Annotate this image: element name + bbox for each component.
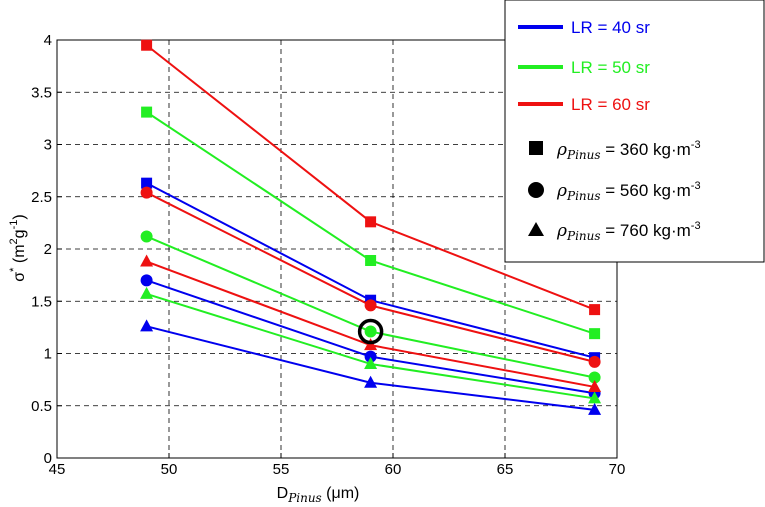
highlight-ring xyxy=(357,318,384,345)
y-tick-label: 4 xyxy=(44,32,52,49)
x-axis-title-unit: (μm) xyxy=(322,485,360,502)
legend-rho-symbol: ρ xyxy=(556,140,567,160)
data-point-square xyxy=(141,177,153,189)
legend-triangle-marker-icon xyxy=(528,222,544,236)
x-axis-title-main: D xyxy=(277,485,289,502)
y-axis-title-unit-sup2: -1 xyxy=(8,220,20,230)
legend-circle-marker-icon xyxy=(528,182,544,198)
x-axis-title: DPinus (μm) xyxy=(277,485,360,505)
y-axis-title-unit-mid: g xyxy=(11,229,28,238)
y-tick-label: 2 xyxy=(44,241,52,258)
series-circle xyxy=(140,186,601,368)
data-point-square xyxy=(365,216,377,228)
y-axis-title-unit-sup1: 2 xyxy=(8,238,20,244)
data-point-square xyxy=(141,106,153,118)
x-tick-label: 60 xyxy=(385,461,402,478)
series-triangle xyxy=(140,286,602,404)
legend-rho-subscript: Pinus xyxy=(566,189,601,203)
data-point-triangle xyxy=(140,254,154,267)
legend-density-value: = 560 kg·m xyxy=(601,181,691,200)
legend-density-value: = 760 kg·m xyxy=(601,221,691,240)
x-tick-label: 45 xyxy=(49,461,66,478)
data-point-circle xyxy=(588,371,601,384)
legend-density-exponent: -3 xyxy=(691,180,701,192)
legend-label-lr50: LR = 50 sr xyxy=(571,58,650,77)
y-axis-title-star: * xyxy=(8,267,20,272)
x-tick-label: 50 xyxy=(161,461,178,478)
legend-rho-symbol: ρ xyxy=(556,221,567,241)
x-tick-label: 70 xyxy=(609,461,626,478)
legend: LR = 40 sr LR = 50 sr LR = 60 sr ρPinus … xyxy=(504,0,765,263)
legend-rho-subscript: Pinus xyxy=(566,229,601,243)
legend-density-760: ρPinus = 760 kg·m-3 xyxy=(556,220,701,243)
y-tick-label: 1.5 xyxy=(31,293,52,310)
y-axis-title-unit-open: (m xyxy=(11,244,28,267)
legend-density-exponent: -3 xyxy=(691,220,701,232)
legend-box xyxy=(504,0,765,263)
legend-label-lr40: LR = 40 sr xyxy=(571,18,650,37)
x-tick-label: 55 xyxy=(273,461,290,478)
data-point-triangle xyxy=(140,319,154,332)
data-point-circle xyxy=(140,230,153,243)
x-axis-title-subscript: Pinus xyxy=(287,491,322,505)
legend-density-value: = 360 kg·m xyxy=(601,140,691,159)
data-point-triangle xyxy=(364,375,378,388)
data-point-triangle xyxy=(364,356,378,369)
data-point-circle xyxy=(364,325,377,338)
data-point-circle xyxy=(140,274,153,287)
y-axis-title-main: σ xyxy=(11,272,28,282)
y-tick-label: 3 xyxy=(44,137,52,154)
series-group xyxy=(140,39,602,415)
data-point-square xyxy=(365,254,377,266)
legend-label-lr60: LR = 60 sr xyxy=(571,95,650,114)
y-tick-label: 2.5 xyxy=(31,189,52,206)
data-point-triangle xyxy=(140,286,154,299)
x-axis-ticks: 45 50 55 60 65 70 xyxy=(49,453,626,478)
legend-density-360: ρPinus = 360 kg·m-3 xyxy=(556,139,701,162)
y-axis-ticks: 0 0.5 1 1.5 2 2.5 3 3.5 4 xyxy=(31,32,62,467)
legend-rho-subscript: Pinus xyxy=(566,148,601,162)
data-point-triangle xyxy=(588,379,602,392)
y-axis-title: σ* (m2g-1) xyxy=(8,214,28,281)
data-point-circle xyxy=(588,355,601,368)
series-square xyxy=(141,106,601,340)
data-point-square xyxy=(589,304,601,316)
data-point-square xyxy=(141,39,153,51)
series-circle xyxy=(140,230,601,384)
legend-density-exponent: -3 xyxy=(691,139,701,151)
data-point-triangle xyxy=(588,391,602,404)
legend-density-560: ρPinus = 560 kg·m-3 xyxy=(556,180,701,203)
series-triangle xyxy=(140,254,602,392)
data-point-triangle xyxy=(588,402,602,415)
y-tick-label: 0 xyxy=(44,450,52,467)
series-square xyxy=(141,39,601,316)
series-triangle xyxy=(140,319,602,415)
data-point-circle xyxy=(140,186,153,199)
data-point-square xyxy=(589,328,601,340)
data-point-circle xyxy=(364,350,377,363)
legend-rho-symbol: ρ xyxy=(556,181,567,201)
highlight-group xyxy=(357,318,384,345)
x-tick-label: 65 xyxy=(497,461,514,478)
y-tick-label: 3.5 xyxy=(31,84,52,101)
y-tick-label: 1 xyxy=(44,346,52,363)
data-point-circle xyxy=(364,299,377,312)
legend-square-marker-icon xyxy=(529,141,543,155)
y-tick-label: 0.5 xyxy=(31,398,52,415)
y-axis-title-unit-close: ) xyxy=(11,214,28,219)
